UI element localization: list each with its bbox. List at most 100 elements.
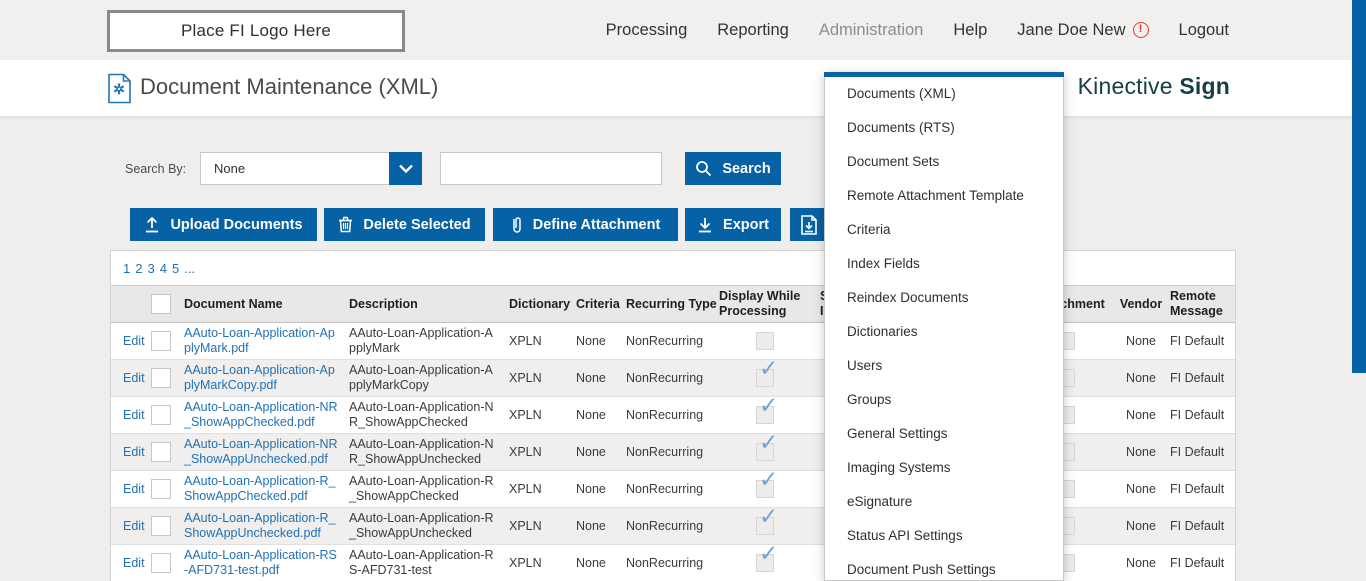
document-name-link[interactable]: AAuto-Loan-Application-NR_ShowAppUncheck… [184,437,338,466]
menu-item-reindex-documents[interactable]: Reindex Documents [847,290,969,305]
nav-item-label: Jane Doe New [1017,20,1126,39]
row-checkbox[interactable] [151,516,171,536]
nav-item-jane-doe-new[interactable]: Jane Doe New! [1017,20,1149,40]
description-text: AAuto-Loan-Application-ApplyMarkCopy [349,363,493,392]
nav-item-logout[interactable]: Logout [1179,21,1229,40]
nav-item-processing[interactable]: Processing [606,21,688,40]
header-vendor[interactable]: Vendor [1116,285,1166,323]
menu-item-dictionaries[interactable]: Dictionaries [847,324,918,339]
delete-selected-button[interactable]: Delete Selected [324,208,485,241]
remote-message-value: FI Default [1166,359,1235,397]
nav-item-reporting[interactable]: Reporting [717,21,789,40]
document-name-link[interactable]: AAuto-Loan-Application-NR_ShowAppChecked… [184,400,338,429]
row-checkbox[interactable] [151,405,171,425]
search-icon [696,161,712,177]
menu-accent-bar [824,72,1064,77]
menu-item-remote-attachment-template[interactable]: Remote Attachment Template [847,188,1024,203]
edit-link[interactable]: Edit [123,370,145,385]
dictionary-value: XPLN [506,544,573,581]
recurring-type-value: NonRecurring [623,396,711,434]
header-document-name[interactable]: Document Name [181,285,346,323]
menu-item-documents-rts-[interactable]: Documents (RTS) [847,120,955,135]
main-content: Search By: None Search Upload Documents [0,116,1366,581]
document-name-link[interactable]: AAuto-Loan-Application-ApplyMarkCopy.pdf [184,363,335,392]
search-button[interactable]: Search [685,152,781,185]
menu-item-groups[interactable]: Groups [847,392,892,407]
dictionary-value: XPLN [506,322,573,360]
description-text: AAuto-Loan-Application-R_ShowAppChecked [349,474,494,503]
documents-table-container: 1 2 3 4 5... Document Name Description Dicti… [110,250,1236,581]
dictionary-value: XPLN [506,507,573,545]
description-text: AAuto-Loan-Application-NR_ShowAppChecked [349,400,494,429]
menu-item-index-fields[interactable]: Index Fields [847,256,920,271]
header-display-while-processing[interactable]: Display While Processing [711,285,819,323]
display-while-processing-checkbox [756,472,778,498]
header-dictionary[interactable]: Dictionary [506,285,573,323]
menu-item-criteria[interactable]: Criteria [847,222,891,237]
page-link-2[interactable]: 2 [135,260,143,276]
row-checkbox[interactable] [151,442,171,462]
menu-item-document-sets[interactable]: Document Sets [847,154,940,169]
criteria-value: None [573,470,623,508]
criteria-value: None [573,433,623,471]
remote-message-value: FI Default [1166,433,1235,471]
menu-item-status-api-settings[interactable]: Status API Settings [847,528,963,543]
header-criteria[interactable]: Criteria [573,285,623,323]
menu-item-users[interactable]: Users [847,358,883,373]
brand-product: Sign [1179,73,1230,99]
criteria-value: None [573,507,623,545]
pagination: 1 2 3 4 5... [111,251,1235,285]
page-link-1[interactable]: 1 [123,260,131,276]
upload-icon [146,216,159,232]
vendor-value: None [1116,322,1166,360]
chevron-down-icon[interactable] [389,152,422,185]
row-checkbox[interactable] [151,553,171,573]
page-link-5[interactable]: 5 [171,260,180,276]
edit-link[interactable]: Edit [123,555,145,570]
search-input[interactable] [440,152,662,185]
table-row: Edit AAuto-Loan-Application-RS-AFD731-te… [111,544,1235,581]
documents-table: Document Name Description Dictionary Cri… [111,285,1235,581]
search-by-select[interactable]: None [200,152,422,185]
top-bar: Place FI Logo Here Processing Reporting Ad… [0,0,1366,60]
header-description[interactable]: Description [346,285,506,323]
menu-item-document-push-settings[interactable]: Document Push Settings [847,562,996,577]
define-attachment-button[interactable]: Define Attachment [493,208,678,241]
edit-link[interactable]: Edit [123,407,145,422]
nav-item-administration[interactable]: Administration [819,21,924,40]
document-name-link[interactable]: AAuto-Loan-Application-R_ShowAppChecked.… [184,474,336,503]
administration-dropdown-menu: Documents (XML) Documents (RTS) Document S… [824,72,1064,581]
page-link-3[interactable]: 3 [147,260,155,276]
menu-item-general-settings[interactable]: General Settings [847,426,948,441]
document-name-link[interactable]: AAuto-Loan-Application-R_ShowAppUnchecke… [184,511,336,540]
edit-link[interactable]: Edit [123,444,145,459]
menu-item-documents-xml-[interactable]: Documents (XML) [847,86,956,101]
document-name-link[interactable]: AAuto-Loan-Application-ApplyMark.pdf [184,326,335,355]
page-link-more[interactable]: ... [184,260,196,276]
table-row: Edit AAuto-Loan-Application-NR_ShowAppUn… [111,433,1235,471]
remote-message-value: FI Default [1166,322,1235,360]
export-button[interactable]: Export [685,208,781,241]
row-checkbox[interactable] [151,368,171,388]
header-recurring-type[interactable]: Recurring Type [623,285,717,323]
delete-button-label: Delete Selected [363,216,471,233]
recurring-type-value: NonRecurring [623,507,711,545]
row-checkbox[interactable] [151,479,171,499]
page-link-4[interactable]: 4 [159,260,167,276]
header-edit [111,285,149,323]
menu-item-imaging-systems[interactable]: Imaging Systems [847,460,951,475]
row-checkbox[interactable] [151,331,171,351]
edit-link[interactable]: Edit [123,518,145,533]
nav-item-help[interactable]: Help [953,21,987,40]
vertical-scrollbar-thumb[interactable] [1352,0,1366,373]
upload-documents-button[interactable]: Upload Documents [130,208,317,241]
select-all-checkbox[interactable] [151,294,171,314]
document-name-link[interactable]: AAuto-Loan-Application-RS-AFD731-test.pd… [184,548,337,577]
alert-icon[interactable]: ! [1132,22,1149,38]
table-row: Edit AAuto-Loan-Application-NR_ShowAppCh… [111,396,1235,434]
edit-link[interactable]: Edit [123,481,145,496]
svg-text:✲: ✲ [113,81,125,97]
edit-link[interactable]: Edit [123,333,145,348]
header-remote-message[interactable]: Remote Message [1166,285,1235,323]
menu-item-esignature[interactable]: eSignature [847,494,913,509]
